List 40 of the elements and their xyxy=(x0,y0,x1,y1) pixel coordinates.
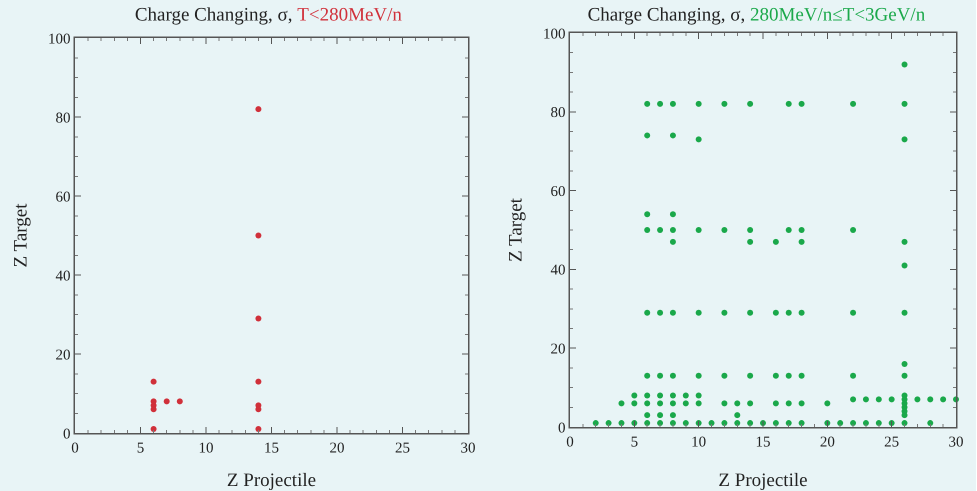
point xyxy=(176,398,183,404)
y-tick-label: 80 xyxy=(56,110,70,126)
point xyxy=(255,378,262,385)
y-tick-label: 60 xyxy=(550,184,566,200)
y-axis-title: Z Target xyxy=(10,202,32,268)
chart-title: Charge Changing, σ, xyxy=(134,4,293,26)
x-axis-title: Z Projectile xyxy=(226,470,316,491)
point xyxy=(255,426,262,432)
y-tick-label: 60 xyxy=(56,189,70,206)
point xyxy=(150,378,157,385)
x-tick-label: 5 xyxy=(136,440,144,456)
y-tick-label: 40 xyxy=(56,268,70,284)
x-tick-label: 15 xyxy=(264,440,279,456)
y-tick-label: 80 xyxy=(550,105,566,122)
x-tick-label: 30 xyxy=(948,434,964,450)
chart-subtitle: 280MeV/n≤T<3GeV/n xyxy=(750,4,926,26)
point xyxy=(255,232,262,238)
x-tick-label: 10 xyxy=(691,434,706,450)
y-tick-label: 20 xyxy=(550,341,566,358)
point xyxy=(255,106,262,112)
x-tick-label: 5 xyxy=(630,434,638,450)
y-tick-label: 40 xyxy=(550,262,566,279)
chart-subtitle: T<280MeV/n xyxy=(297,4,402,26)
x-tick-label: 25 xyxy=(395,440,410,456)
x-tick-label: 30 xyxy=(460,440,476,456)
x-tick-label: 15 xyxy=(756,434,770,450)
chart-title: Charge Changing, σ, xyxy=(588,4,746,26)
x-tick-label: 20 xyxy=(820,434,835,450)
x-tick-label: 10 xyxy=(198,440,214,456)
y-tick-label: 0 xyxy=(558,420,566,436)
y-tick-label: 100 xyxy=(48,31,70,48)
x-tick-label: 20 xyxy=(330,440,344,456)
x-tick-label: 25 xyxy=(884,434,900,450)
y-tick-label: 20 xyxy=(56,347,70,364)
y-tick-label: 100 xyxy=(543,26,566,42)
y-axis-title: Z Target xyxy=(506,197,526,262)
point xyxy=(150,426,157,432)
point xyxy=(255,315,262,322)
point xyxy=(164,398,170,404)
x-axis-title: Z Projectile xyxy=(718,470,808,491)
